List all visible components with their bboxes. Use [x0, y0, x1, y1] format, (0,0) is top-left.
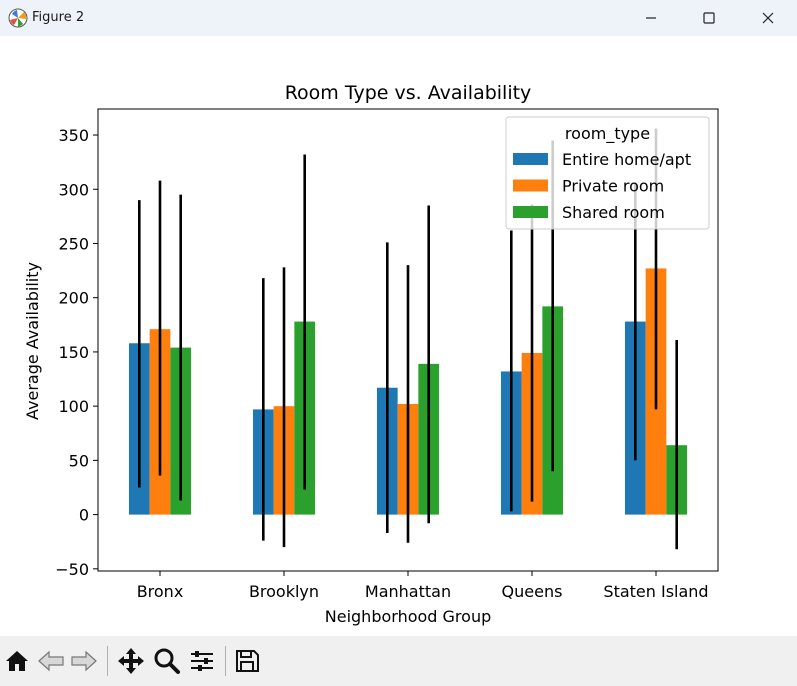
- legend-label: Private room: [562, 177, 664, 196]
- x-tick-label: Staten Island: [603, 582, 708, 601]
- legend: room_type Entire home/apt Private room Shar…: [505, 116, 710, 230]
- minimize-button[interactable]: [622, 0, 680, 36]
- navigation-toolbar: [0, 636, 797, 686]
- close-icon: [762, 12, 774, 24]
- legend-swatch: [513, 153, 548, 165]
- close-button[interactable]: [739, 0, 797, 36]
- y-tick-label: −50: [55, 560, 89, 579]
- bar-chart: Room Type vs. Availability −50 0 50 100 150 2…: [23, 82, 719, 626]
- x-tick-label: Queens: [502, 582, 563, 601]
- legend-box: [505, 116, 710, 230]
- legend-label: Shared room: [562, 203, 665, 222]
- window-title: Figure 2: [32, 10, 85, 25]
- legend-swatch: [513, 179, 548, 192]
- forward-icon: [71, 650, 97, 672]
- matplotlib-logo-icon: [8, 8, 28, 28]
- figure-canvas[interactable]: Room Type vs. Availability −50 0 50 100 150 2…: [0, 36, 797, 636]
- title-bar: Figure 2: [0, 0, 797, 36]
- chart-title: Room Type vs. Availability: [285, 82, 532, 104]
- minimize-icon: [646, 17, 656, 19]
- y-tick-label: 300: [58, 180, 89, 199]
- y-tick-label: 50: [69, 451, 89, 470]
- toolbar-separator: [225, 646, 226, 676]
- legend-title: room_type: [565, 124, 650, 144]
- y-tick-label: 150: [58, 343, 89, 362]
- legend-swatch: [513, 206, 548, 218]
- save-button[interactable]: [231, 644, 263, 678]
- y-tick-label: 350: [58, 126, 89, 145]
- zoom-button[interactable]: [151, 644, 183, 678]
- y-tick-label: 0: [79, 506, 89, 525]
- y-tick-label: 100: [58, 397, 89, 416]
- pan-icon: [118, 648, 144, 674]
- back-icon: [38, 650, 64, 672]
- back-button[interactable]: [35, 644, 67, 678]
- x-tick-label: Brooklyn: [249, 582, 319, 601]
- forward-button[interactable]: [68, 644, 100, 678]
- y-tick-label: 250: [58, 234, 89, 253]
- maximize-button[interactable]: [680, 0, 738, 36]
- maximize-icon: [703, 12, 715, 24]
- home-button[interactable]: [1, 644, 33, 678]
- x-tick-label: Manhattan: [365, 582, 451, 601]
- toolbar-separator: [107, 646, 108, 676]
- home-icon: [6, 651, 28, 671]
- y-axis-label: Average Availability: [23, 262, 42, 420]
- configure-subplots-button[interactable]: [186, 644, 218, 678]
- legend-label: Entire home/apt: [562, 150, 691, 169]
- zoom-icon: [154, 648, 180, 674]
- y-tick-label: 200: [58, 289, 89, 308]
- x-tick-label: Bronx: [137, 582, 184, 601]
- pan-button[interactable]: [115, 644, 147, 678]
- axes-frame: [97, 108, 719, 572]
- x-axis-label: Neighborhood Group: [325, 607, 491, 626]
- save-icon: [236, 650, 259, 672]
- configure-subplots-icon: [191, 651, 213, 671]
